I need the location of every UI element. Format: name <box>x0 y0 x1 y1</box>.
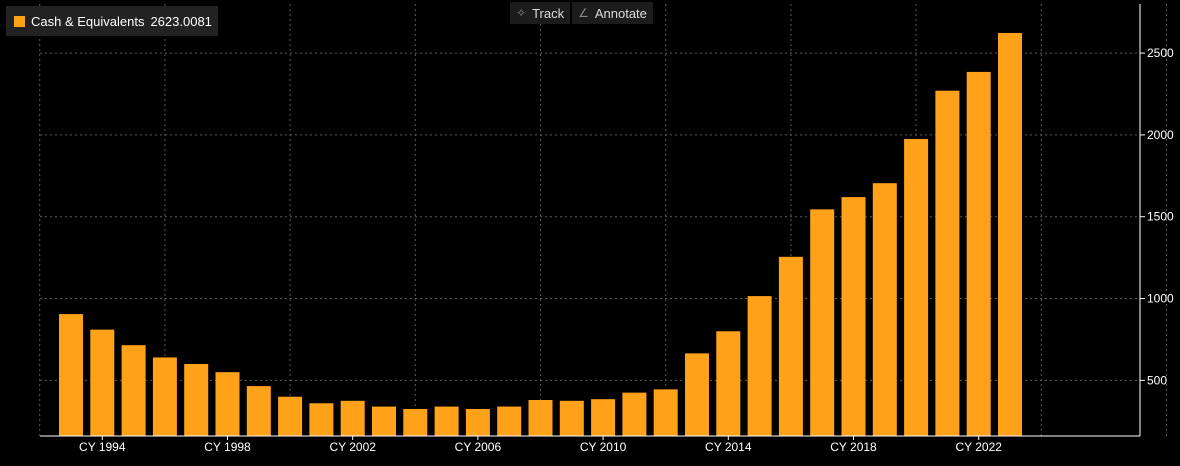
bar <box>716 331 741 436</box>
bar <box>998 32 1022 436</box>
bar <box>778 256 803 436</box>
x-tick-label: CY 2002 <box>329 440 376 454</box>
legend-swatch <box>14 15 25 27</box>
bar <box>904 139 929 436</box>
bar <box>403 409 428 436</box>
x-tick-label: CY 2022 <box>955 440 1002 454</box>
track-label: Track <box>532 5 565 21</box>
bar <box>90 329 115 436</box>
legend: Cash & Equivalents 2623.0081 <box>6 6 218 36</box>
bar <box>184 364 209 436</box>
x-tick-label: CY 2010 <box>580 440 627 454</box>
annotate-button[interactable]: ∠ Annotate <box>572 2 653 24</box>
bar <box>372 406 396 436</box>
bar <box>966 71 991 436</box>
y-tick-label: 1500 <box>1147 210 1174 224</box>
x-tick-label: CY 2018 <box>830 440 877 454</box>
bar <box>622 392 647 436</box>
legend-label: Cash & Equivalents <box>31 13 145 29</box>
chart-toolbar: ✧ Track ∠ Annotate <box>510 2 653 24</box>
bar <box>434 406 459 436</box>
x-tick-label: CY 2014 <box>705 440 752 454</box>
annotate-label: Annotate <box>594 5 647 21</box>
bar <box>841 197 866 436</box>
bar <box>591 399 616 436</box>
bar <box>465 409 490 436</box>
bar <box>215 372 240 436</box>
y-tick-label: 2500 <box>1147 46 1174 60</box>
bar <box>152 357 177 436</box>
bar <box>653 389 678 436</box>
bar <box>497 406 522 436</box>
x-tick-label: CY 1994 <box>79 440 126 454</box>
bar <box>246 386 271 436</box>
x-tick-label: CY 1998 <box>204 440 251 454</box>
legend-value: 2623.0081 <box>150 13 212 29</box>
bar <box>59 314 83 436</box>
y-tick-label: 2000 <box>1147 128 1174 142</box>
bar <box>747 296 772 436</box>
bar <box>340 400 365 436</box>
bar <box>810 209 835 436</box>
track-button[interactable]: ✧ Track <box>510 2 571 24</box>
y-tick-label: 1000 <box>1147 292 1174 306</box>
bar <box>528 400 553 436</box>
pencil-icon: ∠ <box>578 6 589 20</box>
bar <box>685 353 709 436</box>
bar <box>559 400 584 436</box>
bar <box>872 183 897 436</box>
y-tick-label: 500 <box>1147 373 1167 387</box>
bar <box>309 403 334 436</box>
bar <box>121 345 146 436</box>
x-tick-label: CY 2006 <box>455 440 502 454</box>
bar <box>935 90 960 437</box>
bar <box>278 396 303 436</box>
crosshair-icon: ✧ <box>516 6 527 20</box>
